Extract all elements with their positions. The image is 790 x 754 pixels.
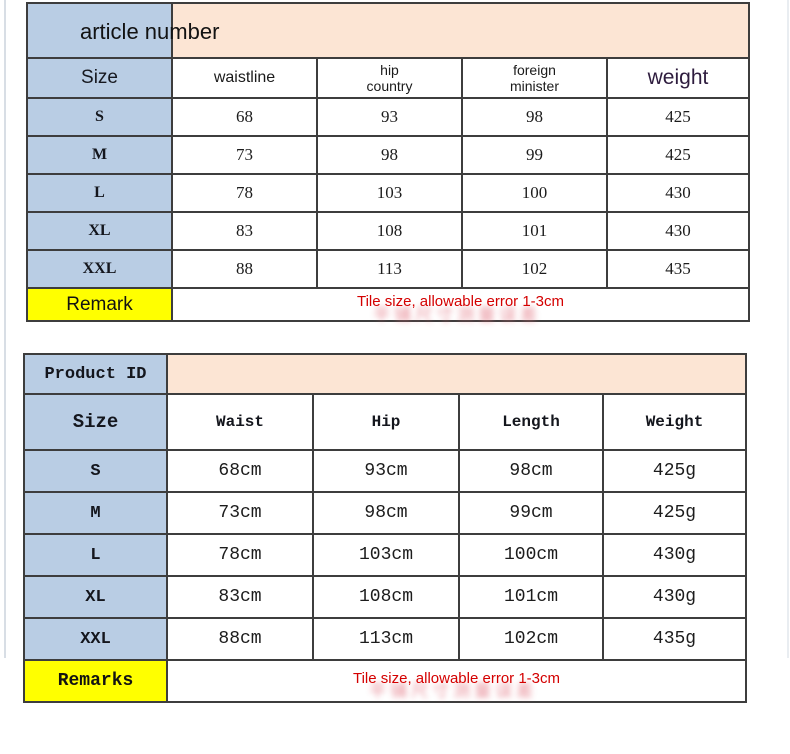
value-cell: 113 — [316, 249, 463, 289]
size-cell: L — [26, 173, 173, 213]
size-cell: S — [26, 97, 173, 137]
column-header-size: Size — [26, 57, 173, 99]
value-cell: 102cm — [458, 617, 604, 661]
size-cell: XL — [23, 575, 168, 619]
value-cell: 99cm — [458, 491, 604, 535]
value-cell: 425g — [602, 449, 747, 493]
remark-text: Tile size, allowable error 1-3cm — [356, 293, 564, 310]
blurred-watermark: 平铺尺寸测量误差 — [369, 681, 538, 702]
header-line2: minister — [509, 78, 559, 94]
size-cell: L — [23, 533, 168, 577]
header-line1: foreign — [513, 62, 556, 78]
size-cell: M — [23, 491, 168, 535]
title-cell: article number — [26, 2, 219, 59]
header-line2: country — [366, 78, 413, 94]
value-cell: 425 — [606, 135, 750, 175]
table-title: article number — [80, 19, 220, 44]
column-header-waist: Waist — [166, 393, 314, 451]
value-cell: 100 — [461, 173, 608, 213]
value-cell: 99 — [461, 135, 608, 175]
column-header-hip: Hip — [312, 393, 460, 451]
remark-label: Remarks — [23, 659, 168, 703]
table-row: XXL 88cm 113cm 102cm 435g — [23, 617, 747, 661]
value-cell: 425g — [602, 491, 747, 535]
table-row: XL 83 108 101 430 — [26, 211, 750, 251]
value-cell: 78cm — [166, 533, 314, 577]
table-row: L 78 103 100 430 — [26, 173, 750, 213]
value-cell: 88cm — [166, 617, 314, 661]
column-header-hip: hip country — [316, 57, 463, 99]
value-cell: 103cm — [312, 533, 460, 577]
value-cell: 108 — [316, 211, 463, 251]
value-cell: 425 — [606, 97, 750, 137]
value-cell: 98 — [461, 97, 608, 137]
remark-row: Remark 平铺尺寸测量误差 Tile size, allowable err… — [26, 287, 750, 325]
value-cell: 88 — [171, 249, 318, 289]
value-cell: 68 — [171, 97, 318, 137]
size-cell: XL — [26, 211, 173, 251]
value-cell: 102 — [461, 249, 608, 289]
value-cell: 78 — [171, 173, 318, 213]
value-cell: 430g — [602, 575, 747, 619]
table-title-row: article number — [26, 2, 750, 59]
header-line1: hip — [380, 62, 399, 78]
value-cell: 103 — [316, 173, 463, 213]
size-cell: XXL — [23, 617, 168, 661]
value-cell: 98cm — [458, 449, 604, 493]
column-header-row: Size waistline hip country foreign minis… — [26, 57, 750, 99]
value-cell: 73cm — [166, 491, 314, 535]
value-cell: 430g — [602, 533, 747, 577]
value-cell: 73 — [171, 135, 318, 175]
remark-row: Remarks 平铺尺寸测量误差 Tile size, allowable er… — [23, 659, 747, 703]
value-cell: 435g — [602, 617, 747, 661]
size-cell: M — [26, 135, 173, 175]
page-left-edge-line — [4, 0, 6, 658]
column-header-length: Length — [458, 393, 604, 451]
title-band — [166, 353, 747, 395]
table-row: S 68 93 98 425 — [26, 97, 750, 137]
blurred-watermark: 平铺尺寸测量误差 — [373, 305, 542, 325]
table-row: XL 83cm 108cm 101cm 430g — [23, 575, 747, 619]
value-cell: 435 — [606, 249, 750, 289]
value-cell: 101 — [461, 211, 608, 251]
remark-cell: 平铺尺寸测量误差 Tile size, allowable error 1-3c… — [171, 287, 750, 325]
table-row: L 78cm 103cm 100cm 430g — [23, 533, 747, 577]
value-cell: 98cm — [312, 491, 460, 535]
value-cell: 93cm — [312, 449, 460, 493]
value-cell: 68cm — [166, 449, 314, 493]
table-row: S 68cm 93cm 98cm 425g — [23, 449, 747, 493]
value-cell: 430 — [606, 211, 750, 251]
value-cell: 430 — [606, 173, 750, 213]
size-chart-table-bottom: Product ID Size Waist Hip Length Weight … — [23, 353, 747, 703]
value-cell: 100cm — [458, 533, 604, 577]
remark-text: Tile size, allowable error 1-3cm — [352, 669, 560, 687]
value-cell: 108cm — [312, 575, 460, 619]
title-cell: Product ID — [23, 353, 168, 395]
remark-label: Remark — [26, 287, 173, 322]
value-cell: 113cm — [312, 617, 460, 661]
table-row: M 73 98 99 425 — [26, 135, 750, 175]
size-cell: S — [23, 449, 168, 493]
column-header-row: Size Waist Hip Length Weight — [23, 393, 747, 451]
column-header-length: foreign minister — [461, 57, 608, 99]
table-row: XXL 88 113 102 435 — [26, 249, 750, 289]
size-cell: XXL — [26, 249, 173, 289]
column-header-weight: Weight — [602, 393, 747, 451]
value-cell: 83 — [171, 211, 318, 251]
table-row: M 73cm 98cm 99cm 425g — [23, 491, 747, 535]
column-header-weight: weight — [606, 57, 750, 99]
column-header-waistline: waistline — [171, 57, 318, 99]
table-title-row: Product ID — [23, 353, 747, 395]
size-chart-table-top: article number Size waistline hip countr… — [26, 2, 750, 325]
page-right-edge-line — [787, 0, 789, 658]
value-cell: 101cm — [458, 575, 604, 619]
value-cell: 93 — [316, 97, 463, 137]
value-cell: 83cm — [166, 575, 314, 619]
remark-cell: 平铺尺寸测量误差 Tile size, allowable error 1-3c… — [166, 659, 747, 703]
column-header-size: Size — [23, 393, 168, 451]
value-cell: 98 — [316, 135, 463, 175]
title-band — [171, 2, 750, 59]
